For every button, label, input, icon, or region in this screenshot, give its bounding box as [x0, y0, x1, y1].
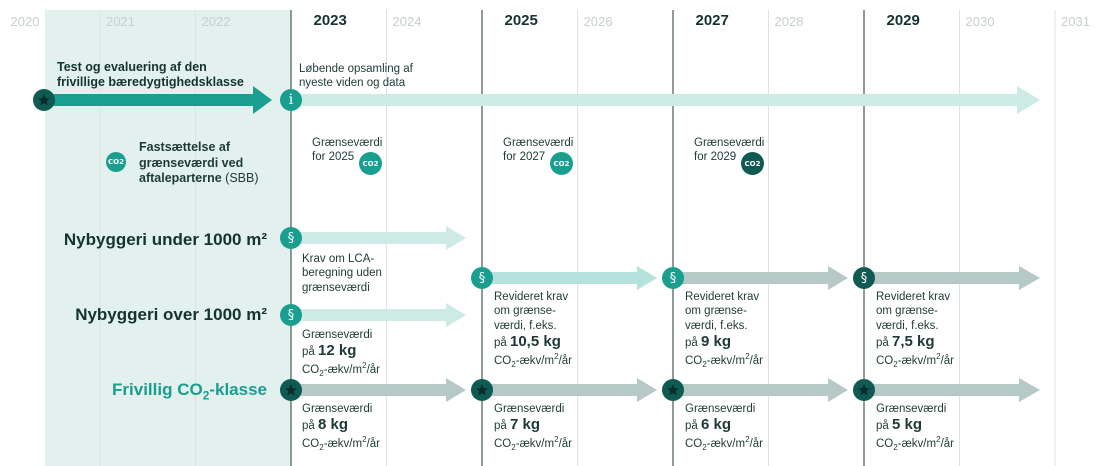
over-arrow-shaft-2 — [482, 272, 639, 284]
over-arrow-head-4 — [1019, 266, 1040, 290]
collection-text: Løbende opsamling af nyeste viden og dat… — [299, 63, 413, 90]
voluntary-value-2027: 6 kg — [701, 416, 732, 434]
over-arrow-head-3 — [828, 266, 848, 290]
test-arrow-head — [253, 86, 272, 114]
voluntary-arrow-shaft-3 — [673, 384, 830, 396]
section-icon-over-2029: § — [853, 267, 875, 289]
over-arrow-shaft-3 — [673, 272, 830, 284]
section-icon-over-2025: § — [471, 267, 493, 289]
test-arrow-shaft — [45, 94, 255, 106]
section-icon-over-2027: § — [662, 267, 684, 289]
co2-icon: CO2 — [106, 152, 126, 172]
voluntary-arrow-shaft-4 — [864, 384, 1021, 396]
section-icon-over-2023: § — [280, 304, 302, 326]
over-note-2025: Revideret krav om grænse- værdi, f.eks. … — [494, 291, 572, 369]
under-note: Krav om LCA- beregning uden grænseværdi — [302, 253, 382, 294]
voluntary-value-2023: 8 kg — [318, 416, 349, 434]
row-label-over: Nybyggeri over 1000 m² — [75, 305, 267, 324]
test-title: Test og evaluering af den frivillige bær… — [57, 60, 244, 89]
threshold-title-bold: Fastsættelse af grænseværdi ved aftalepa… — [139, 140, 244, 186]
threshold-title-suffix: (SBB) — [225, 171, 259, 186]
voluntary-arrow-head-2 — [637, 378, 657, 402]
voluntary-note-2027: Grænseværdi på 6 kg CO2-ækv/m2/år — [685, 403, 763, 453]
over-value-2025: 10,5 kg — [510, 333, 561, 351]
year-label-2021: 2021 — [106, 14, 135, 29]
over-note-2023: Grænseværdi på 12 kg CO2-ækv/m2/år — [302, 329, 380, 379]
year-label-2025: 2025 — [504, 12, 538, 29]
under-arrow-head — [446, 226, 466, 250]
info-icon: i — [280, 89, 302, 111]
voluntary-value-2025: 7 kg — [510, 416, 541, 434]
under-arrow-shaft — [291, 232, 448, 244]
year-label-2023: 2023 — [313, 12, 347, 29]
row-label-voluntary: Frivillig CO2-klasse — [112, 380, 267, 403]
voluntary-note-2025: Grænseværdi på 7 kg CO2-ækv/m2/år — [494, 403, 572, 453]
star-icon-2023 — [280, 379, 302, 401]
collection-arrow-shaft — [291, 94, 1019, 106]
over-arrow-head-1 — [446, 303, 466, 327]
threshold-note-2025: Grænseværdi for 2025 — [312, 137, 383, 164]
over-arrow-shaft-1 — [291, 309, 448, 321]
voluntary-arrow-shaft-1 — [291, 384, 448, 396]
year-label-2020: 2020 — [10, 14, 40, 29]
co2-icon-2027: CO2 — [550, 152, 573, 175]
voluntary-arrow-shaft-2 — [482, 384, 639, 396]
voluntary-arrow-head-3 — [828, 378, 848, 402]
row-label-under: Nybyggeri under 1000 m² — [63, 230, 267, 249]
year-label-2028: 2028 — [774, 14, 804, 29]
year-label-2027: 2027 — [695, 12, 729, 29]
co2-icon-2025: CO2 — [359, 152, 382, 175]
threshold-note-2029: Grænseværdi for 2029 — [694, 137, 765, 164]
year-label-2029: 2029 — [886, 12, 920, 29]
voluntary-label-a: Frivillig CO — [112, 380, 203, 399]
threshold-note-2027: Grænseværdi for 2027 — [503, 137, 574, 164]
co2-icon-2029: CO2 — [741, 152, 764, 175]
voluntary-note-2023: Grænseværdi på 8 kg CO2-ækv/m2/år — [302, 403, 380, 453]
over-value-2023: 12 kg — [318, 342, 357, 360]
over-arrow-shaft-4 — [864, 272, 1021, 284]
voluntary-value-2029: 5 kg — [892, 416, 923, 434]
voluntary-label-b: -klasse — [209, 380, 267, 399]
section-icon-under: § — [280, 227, 302, 249]
star-icon-2029 — [853, 379, 875, 401]
year-label-2024: 2024 — [392, 14, 422, 29]
voluntary-arrow-head-1 — [446, 378, 466, 402]
voluntary-label-sub: 2 — [202, 388, 210, 403]
threshold-title: Fastsættelse af grænseværdi ved aftalepa… — [139, 140, 259, 187]
over-arrow-head-2 — [637, 266, 657, 290]
over-note-2027: Revideret krav om grænse- værdi, f.eks. … — [685, 291, 763, 369]
year-label-2031: 2031 — [1061, 14, 1090, 29]
voluntary-arrow-head-4 — [1019, 378, 1040, 402]
over-value-2029: 7,5 kg — [892, 333, 935, 351]
over-value-2027: 9 kg — [701, 333, 732, 351]
collection-arrow-head — [1017, 86, 1040, 114]
star-icon-2025 — [471, 379, 493, 401]
past-period-band — [45, 10, 291, 466]
year-label-2022: 2022 — [201, 14, 231, 29]
star-icon — [33, 89, 55, 111]
year-label-2030: 2030 — [965, 14, 995, 29]
over-note-2029: Revideret krav om grænse- værdi, f.eks. … — [876, 291, 954, 369]
voluntary-note-2029: Grænseværdi på 5 kg CO2-ækv/m2/år — [876, 403, 954, 453]
year-label-2026: 2026 — [583, 14, 613, 29]
star-icon-2027 — [662, 379, 684, 401]
